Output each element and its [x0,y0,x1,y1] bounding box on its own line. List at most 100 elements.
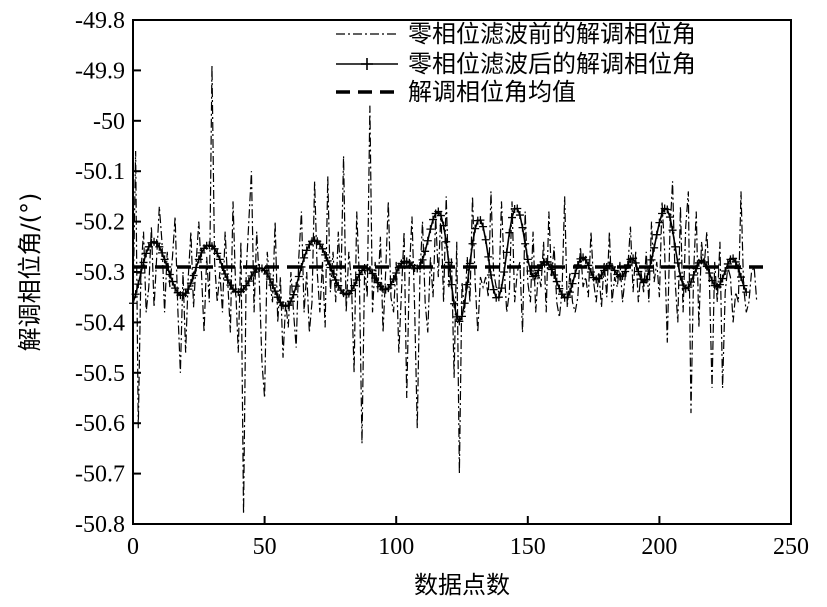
y-tick-label: -50.1 [75,159,125,185]
series-point [421,247,430,256]
y-tick-label: -49.9 [75,58,125,84]
series-point [494,293,503,302]
series-point [500,268,509,276]
legend-label-0: 零相位滤波前的解调相位角 [408,20,696,48]
series-point [568,279,577,288]
series-point [221,270,230,279]
series-point [429,215,438,224]
series-point [544,260,553,269]
series-point [136,269,145,278]
series-point [468,239,477,248]
series-point [647,255,656,264]
series-point [352,276,361,285]
series-point [423,236,432,245]
series-point [508,213,517,222]
series-point [550,271,559,280]
series-point [265,275,274,284]
series-point [552,277,561,286]
series-point [426,225,435,234]
series-point [331,276,340,285]
series-point [368,269,377,278]
series-point [684,283,693,292]
series-point [168,277,177,286]
series-point [263,270,272,279]
series-point [273,293,282,302]
series-point [481,235,490,244]
x-axis-title: 数据点数 [414,571,510,599]
series-point [502,248,511,257]
x-tick-label: 50 [253,534,277,560]
series-point [621,267,630,276]
x-tick-label: 200 [641,534,677,560]
y-tick-label: -50.7 [75,462,125,488]
series-point [486,271,495,280]
y-tick-label: -50.3 [75,260,125,286]
series-point [668,226,677,235]
y-tick-label: -50 [93,109,125,135]
series-point [392,269,401,278]
series-point [742,288,751,297]
series-point [618,272,627,281]
series-point [671,242,680,251]
series-point [181,289,190,298]
series-point [634,267,643,276]
series-point [194,255,203,264]
y-tick-label: -50.4 [75,310,125,336]
series-point [642,275,651,284]
legend-label-2: 解调相位角均值 [408,78,576,106]
series-markers-1 [129,204,751,326]
series-point [197,248,206,257]
series-point [715,280,724,289]
series-point [586,268,595,276]
series-point [347,286,356,295]
series-point [463,280,472,289]
series-point [518,223,527,232]
series-point [294,272,303,281]
series-point [471,224,480,233]
series-point [663,205,672,214]
series-point [523,255,532,264]
series-point [731,257,740,266]
series-point [418,255,427,264]
series-point [444,258,453,267]
series-point [318,244,327,253]
series-point [708,276,717,285]
series-point [610,266,619,275]
series-point [581,255,590,264]
series-point [479,222,488,231]
series-point [244,277,253,286]
series-point [505,228,514,237]
series-point [189,271,198,280]
series-point [268,281,277,290]
series-point [144,242,153,251]
series-point [515,211,524,220]
series-point [676,272,685,281]
series-point [373,278,382,287]
series-point [686,278,695,287]
series-point [497,284,506,293]
y-axis-title: 解调相位角/(°) [16,193,44,352]
series-point [631,258,640,267]
series-point [629,254,638,263]
series-point [171,284,180,293]
x-tick-label: 150 [510,534,546,560]
series-point [165,270,174,279]
series-point [700,257,709,266]
series-point [302,246,311,255]
series-point [315,240,324,249]
series-point [350,281,359,290]
series-point [186,279,195,288]
series-point [450,299,459,308]
series-point [323,256,332,265]
series-point [650,243,659,252]
series-point [571,269,580,278]
series-point [658,209,667,218]
series-point [155,242,164,251]
series-point [329,270,338,279]
series-point [292,282,301,291]
legend-label-1: 零相位滤波后的解调相位角 [408,50,696,78]
series-point [447,280,456,289]
axis-ticks: 0 50 100 150 200 250 -49.8 -49.9 -50 -50.1 -50.2 -5… [75,8,809,560]
